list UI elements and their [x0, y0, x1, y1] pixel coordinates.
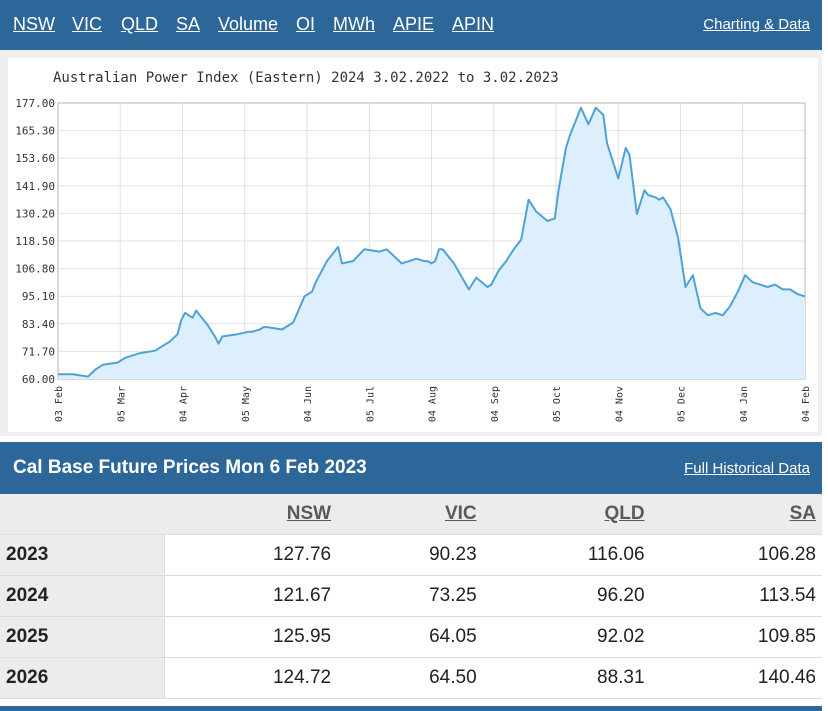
price-cell: 127.76: [164, 534, 338, 576]
full-historical-data-link[interactable]: Full Historical Data: [684, 460, 810, 477]
table-row: 2023 127.76 90.23 116.06 106.28: [0, 534, 822, 576]
price-cell: 64.50: [337, 657, 483, 699]
row-year-label: 2025: [0, 616, 165, 658]
y-tick-label: 165.30: [15, 125, 55, 138]
x-tick-label: 04 Jan: [739, 386, 750, 422]
row-year-label: 2023: [0, 534, 165, 576]
y-tick-label: 60.00: [22, 373, 55, 386]
price-cell: 113.54: [650, 575, 822, 617]
column-header-nsw[interactable]: NSW: [164, 494, 338, 535]
column-header-vic[interactable]: VIC: [337, 494, 483, 535]
column-header-sa[interactable]: SA: [650, 494, 822, 535]
table-row: 2025 125.95 64.05 92.02 109.85: [0, 616, 822, 658]
table-row: 2024 121.67 73.25 96.20 113.54: [0, 575, 822, 617]
chart-container: Australian Power Index (Eastern) 2024 3.…: [8, 58, 818, 432]
x-tick-label: 05 Mar: [116, 386, 127, 422]
y-tick-label: 106.80: [15, 263, 55, 276]
price-cell: 96.20: [482, 575, 651, 617]
nav-link-apin[interactable]: APIN: [452, 14, 495, 34]
series-line: [58, 106, 806, 378]
price-cell: 125.95: [164, 616, 338, 658]
price-cell: 106.28: [650, 534, 822, 576]
price-index-chart: Australian Power Index (Eastern) 2024 3.…: [15, 70, 812, 422]
nav-link-mwh[interactable]: MWh: [333, 14, 375, 34]
price-cell: 109.85: [650, 616, 822, 658]
y-tick-label: 153.60: [15, 152, 55, 165]
bottom-border-bar: [0, 706, 822, 711]
price-cell: 92.02: [482, 616, 651, 658]
area-fill: [58, 107, 805, 379]
table-row: 2026 124.72 64.50 88.31 140.46: [0, 657, 822, 699]
region-nav-bar: NSW VIC QLD SA Volume OI MWh APIE APIN C…: [0, 0, 822, 50]
y-axis-ticks: 177.00 165.30 153.60 141.90 130.20 118.50 106.…: [15, 97, 55, 386]
table-header-row: NSW VIC QLD SA: [0, 494, 822, 535]
x-tick-label: 04 Jun: [303, 386, 314, 422]
chart-title: Australian Power Index (Eastern) 2024 3.…: [53, 70, 559, 86]
price-cell: 121.67: [164, 575, 338, 617]
x-tick-label: 04 Feb: [801, 386, 812, 422]
nav-link-vic[interactable]: VIC: [72, 14, 103, 34]
x-tick-label: 03 Feb: [54, 386, 65, 422]
chart-panel: Australian Power Index (Eastern) 2024 3.…: [0, 50, 822, 436]
nav-link-qld[interactable]: QLD: [121, 14, 159, 34]
x-tick-label: 05 Dec: [677, 386, 688, 422]
price-cell: 116.06: [482, 534, 651, 576]
y-tick-label: 177.00: [15, 97, 55, 110]
futures-table-header: Cal Base Future Prices Mon 6 Feb 2023 Fu…: [0, 442, 822, 494]
x-tick-label: 04 Nov: [614, 386, 625, 422]
nav-link-apie[interactable]: APIE: [393, 14, 435, 34]
y-tick-label: 118.50: [15, 235, 55, 248]
y-tick-label: 71.70: [22, 345, 55, 358]
y-tick-label: 95.10: [22, 290, 55, 303]
x-tick-label: 05 Oct: [552, 386, 563, 422]
row-year-label: 2026: [0, 657, 165, 699]
futures-table-title: Cal Base Future Prices Mon 6 Feb 2023: [13, 457, 367, 478]
x-axis-ticks: 03 Feb 05 Mar 04 Apr 05 May 04 Jun 05 Jul 04 A…: [54, 386, 812, 422]
y-tick-label: 130.20: [15, 207, 55, 220]
nav-link-sa[interactable]: SA: [176, 14, 201, 34]
price-cell: 124.72: [164, 657, 338, 699]
price-cell: 140.46: [650, 657, 822, 699]
x-tick-label: 05 Jul: [365, 386, 376, 422]
y-tick-label: 83.40: [22, 318, 55, 331]
row-year-label: 2024: [0, 575, 165, 617]
y-tick-label: 141.90: [15, 180, 55, 193]
price-cell: 88.31: [482, 657, 651, 699]
table-corner-cell: [0, 494, 165, 535]
chart-area-series: [58, 106, 806, 379]
nav-link-volume[interactable]: Volume: [218, 14, 279, 34]
nav-link-nsw[interactable]: NSW: [13, 14, 55, 34]
x-tick-label: 04 Apr: [179, 386, 190, 422]
x-tick-label: 04 Sep: [490, 386, 501, 422]
futures-price-table: NSW VIC QLD SA 2023 127.76 90.23 116.06 …: [0, 494, 822, 699]
price-cell: 73.25: [337, 575, 483, 617]
price-cell: 90.23: [337, 534, 483, 576]
column-header-qld[interactable]: QLD: [482, 494, 651, 535]
price-cell: 64.05: [337, 616, 483, 658]
x-tick-label: 04 Aug: [428, 386, 439, 422]
x-tick-label: 05 May: [241, 386, 252, 422]
charting-data-link[interactable]: Charting & Data: [703, 16, 810, 33]
nav-link-oi[interactable]: OI: [296, 14, 316, 34]
